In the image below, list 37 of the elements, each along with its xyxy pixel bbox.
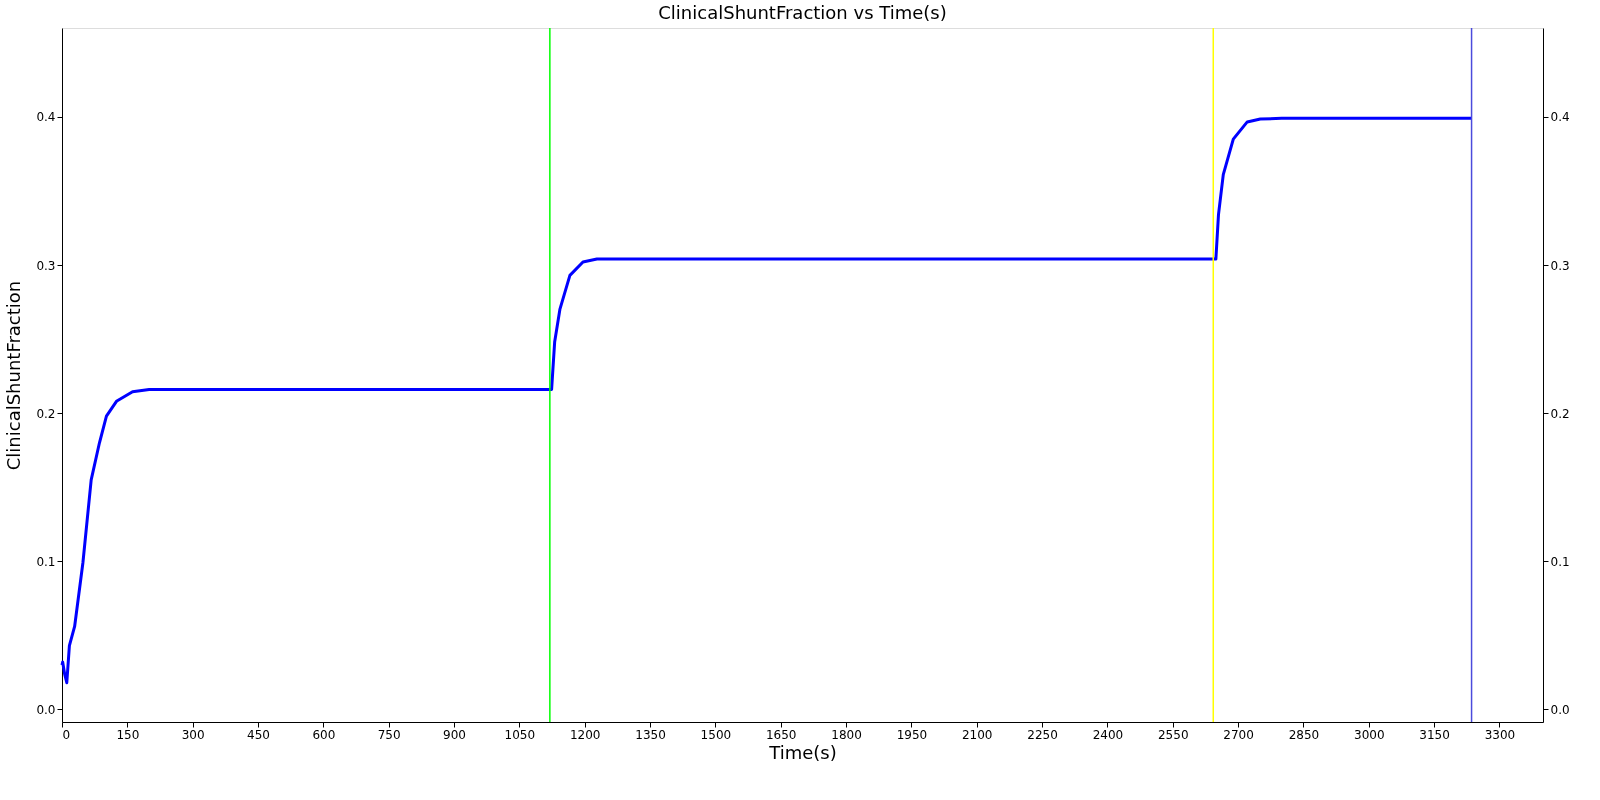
- x-tick-label: 1200: [569, 727, 601, 742]
- y-tick-label: 0.3: [36, 258, 56, 273]
- y2-tick-label: 0.0: [1550, 702, 1570, 717]
- line-series: [60, 116, 1474, 685]
- x-tick-label: 2100: [961, 727, 993, 742]
- x-tick-label: 0: [62, 727, 71, 742]
- x-tick-label: 1650: [765, 727, 797, 742]
- y-tick-label: 0.4: [36, 110, 56, 125]
- x-tick-label: 3150: [1419, 727, 1450, 742]
- x-tick-label: 3300: [1484, 727, 1516, 742]
- x-tick-label: 750: [377, 727, 401, 742]
- x-tick-label: 2250: [1027, 727, 1058, 742]
- x-tick-label: 2850: [1288, 727, 1320, 742]
- x-tick-label: 1350: [635, 727, 666, 742]
- x-tick-label: 2700: [1223, 727, 1254, 742]
- y2-tick-label: 0.1: [1550, 554, 1570, 569]
- x-tick-label: 2400: [1092, 727, 1124, 742]
- y-tick-label: 0.2: [36, 406, 56, 421]
- y2-tick-label: 0.4: [1550, 110, 1570, 125]
- x-tick-label: 1050: [504, 727, 536, 742]
- x-tick-label: 150: [116, 727, 140, 742]
- x-axis-title: Time(s): [768, 741, 837, 763]
- y2-tick-label: 0.2: [1550, 406, 1570, 421]
- x-tick-label: 900: [443, 727, 466, 742]
- x-tick-label: 300: [181, 727, 205, 742]
- x-tick-label: 1500: [700, 727, 732, 742]
- y-tick-label: 0.1: [36, 554, 56, 569]
- x-tick-label: 2550: [1157, 727, 1189, 742]
- y-axis-title: ClinicalShuntFraction: [3, 280, 25, 471]
- y-tick-label: 0.0: [36, 702, 56, 717]
- x-tick-label: 600: [312, 727, 336, 742]
- y2-tick-label: 0.3: [1550, 258, 1570, 273]
- chart-title: ClinicalShuntFraction vs Time(s): [658, 2, 947, 24]
- x-tick-label: 3000: [1353, 727, 1385, 742]
- x-tick-label: 450: [247, 727, 270, 742]
- x-tick-label: 1950: [896, 727, 928, 742]
- x-tick-label: 1800: [831, 727, 862, 742]
